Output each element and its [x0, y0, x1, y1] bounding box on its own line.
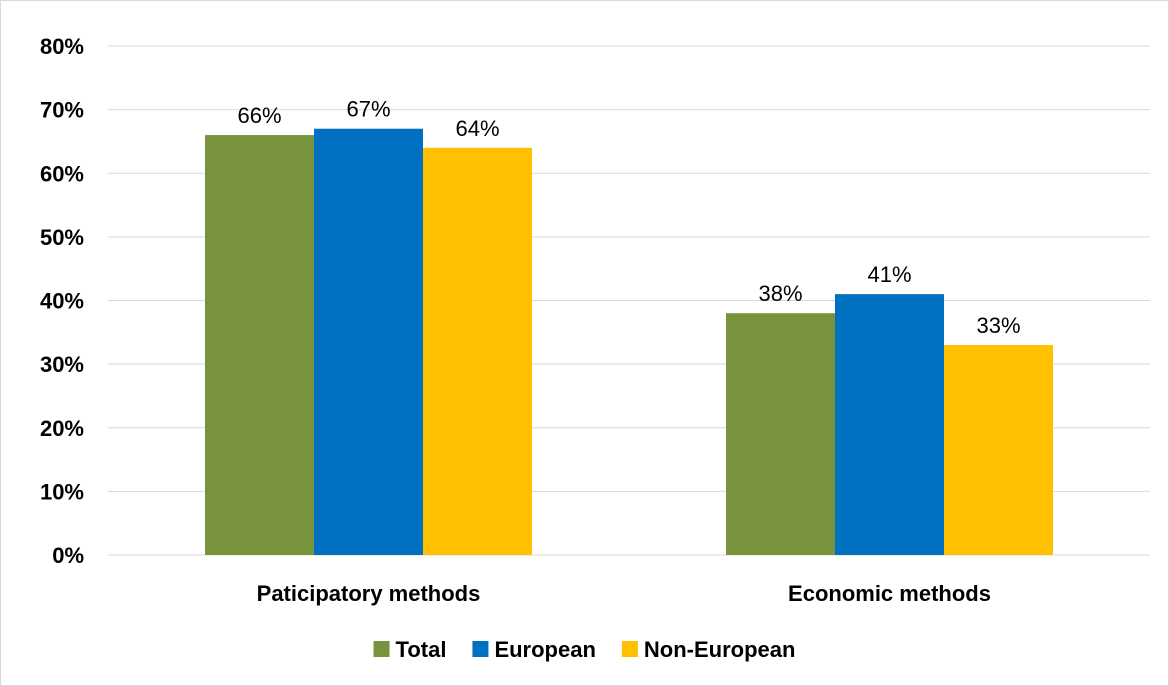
data-labels: 66% 67% 64% 38% 41% 33%: [237, 97, 1020, 338]
x-category-label: Paticipatory methods: [257, 581, 481, 606]
bar: [726, 313, 835, 555]
y-tick-label: 60%: [40, 161, 84, 186]
y-tick-label: 40%: [40, 289, 84, 314]
data-label: 38%: [758, 281, 802, 306]
data-label: 41%: [867, 262, 911, 287]
bar: [423, 147, 532, 556]
y-tick-label: 80%: [40, 34, 84, 59]
x-axis-categories: Paticipatory methods Economic methods: [257, 581, 991, 606]
bar: [205, 135, 314, 555]
y-tick-label: 10%: [40, 479, 84, 504]
data-label: 64%: [455, 116, 499, 141]
x-category-label: Economic methods: [788, 581, 991, 606]
data-label: 66%: [237, 103, 281, 128]
data-label: 67%: [346, 97, 390, 122]
y-tick-label: 50%: [40, 225, 84, 250]
data-label: 33%: [976, 313, 1020, 338]
bar: [944, 345, 1053, 555]
legend-swatch: [472, 641, 489, 657]
legend-label: Total: [396, 637, 447, 662]
bars: [205, 128, 1053, 556]
legend-label: Non-European: [644, 637, 796, 662]
y-axis-ticks: 0% 10% 20% 30% 40% 50% 60% 70% 80%: [40, 34, 84, 568]
bar: [835, 294, 944, 555]
y-tick-label: 30%: [40, 352, 84, 377]
legend-label: European: [494, 637, 595, 662]
legend-swatch: [373, 641, 390, 657]
legend-swatch: [621, 641, 638, 657]
y-tick-label: 0%: [52, 543, 84, 568]
legend: Total European Non-European: [373, 637, 796, 662]
y-tick-label: 70%: [40, 98, 84, 123]
bar: [314, 128, 423, 555]
y-tick-label: 20%: [40, 416, 84, 441]
